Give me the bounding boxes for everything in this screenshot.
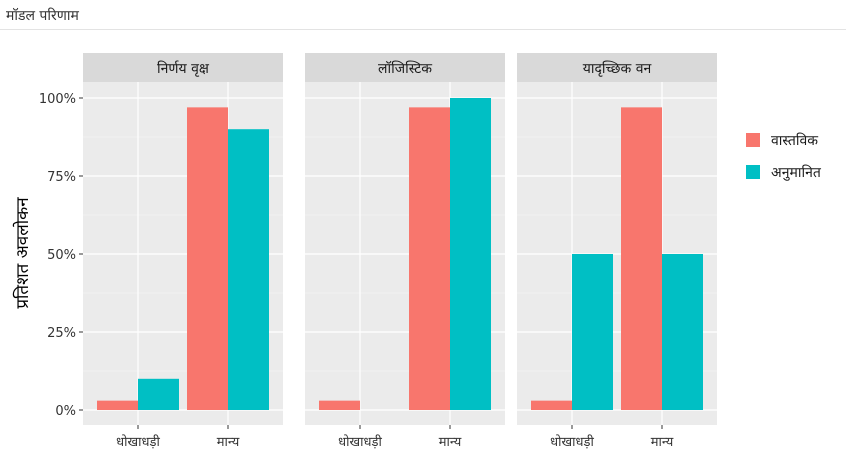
legend-swatch: [746, 133, 760, 147]
bar-predicted-2: [228, 129, 269, 410]
facet-strip: [83, 53, 283, 82]
bar-predicted-1: [572, 254, 613, 410]
panel-3: यादृच्छिक वन धोखाधड़ी मान्य: [517, 53, 717, 450]
x-tick-label: धोखाधड़ी: [116, 434, 160, 450]
facet-title: लॉजिस्टिक: [378, 60, 432, 77]
legend-swatch: [746, 165, 760, 179]
facet-title: यादृच्छिक वन: [583, 60, 652, 77]
y-tick-label: 50%: [47, 248, 76, 263]
bar-actual-2: [621, 107, 662, 411]
page-title: मॉडल परिणाम: [6, 8, 79, 24]
header-bar: मॉडल परिणाम: [0, 0, 846, 30]
y-axis-title: प्रतिशत अवलोकन: [12, 197, 33, 309]
y-tick-label: 0%: [55, 404, 76, 419]
legend-label: अनुमानित: [771, 164, 822, 181]
y-tick-label: 25%: [47, 326, 76, 341]
legend-label: वास्तविक: [771, 132, 818, 149]
legend: वास्तविक अनुमानित: [746, 132, 822, 181]
facet-strip: [517, 53, 717, 82]
bar-actual-1: [531, 400, 572, 410]
x-tick-label: धोखाधड़ी: [550, 434, 594, 450]
facet-strip: [305, 53, 505, 82]
y-axis: 0% 25% 50% 75% 100%: [39, 92, 83, 419]
facet-title: निर्णय वृक्ष: [157, 60, 210, 77]
x-tick-label: धोखाधड़ी: [338, 434, 382, 450]
bar-predicted-2: [662, 254, 703, 410]
x-tick-label: मान्य: [651, 435, 674, 450]
bar-actual-1: [97, 400, 138, 410]
y-tick-label: 100%: [39, 92, 76, 107]
panel-1: निर्णय वृक्ष धोखाधड़ी मान्य: [83, 53, 283, 450]
panel-2: लॉजिस्टिक धोखाधड़ी मान्य: [305, 53, 505, 450]
bar-predicted-1: [138, 378, 179, 410]
bar-actual-1: [319, 400, 360, 410]
x-tick-label: मान्य: [439, 435, 462, 450]
bar-actual-2: [409, 107, 450, 411]
y-tick-label: 75%: [47, 170, 76, 185]
bar-predicted-2: [450, 98, 491, 410]
chart-panels: निर्णय वृक्ष धोखाधड़ी मान्य लॉजिस्टिक धोखाधड…: [83, 53, 717, 450]
bar-actual-2: [187, 107, 228, 411]
x-tick-label: मान्य: [217, 435, 240, 450]
